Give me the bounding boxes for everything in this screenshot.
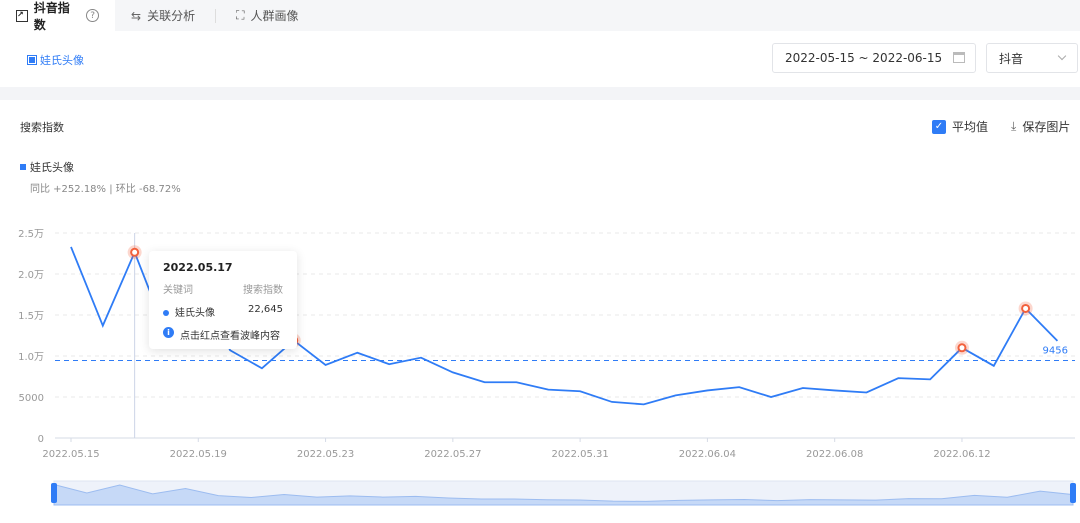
- y-tick-label: 0: [38, 434, 44, 445]
- x-tick-label: 2022.06.12: [933, 449, 990, 460]
- tab-bar: ↗ 抖音指数 ? ⇆ 关联分析 ⛶ 人群画像: [0, 0, 1080, 32]
- save-image-button[interactable]: ⤓ 保存图片: [1011, 118, 1070, 135]
- relation-icon: ⇆: [131, 8, 142, 23]
- series-dot-icon: [163, 310, 169, 316]
- chart-tooltip: 2022.05.17 关键词 搜索指数 娃氏头像 22,645 i 点击红点查看波峰内…: [149, 251, 297, 349]
- data-zoom-preview: [53, 483, 1074, 506]
- average-label: 平均值: [952, 120, 989, 134]
- card-title: 搜索指数: [20, 121, 64, 134]
- peak-marker[interactable]: [957, 343, 967, 353]
- tab-label: 人群画像: [250, 9, 299, 23]
- y-tick-label: 1.5万: [18, 311, 44, 322]
- legend-label: 娃氏头像: [30, 161, 74, 174]
- person-scan-icon: ⛶: [236, 8, 245, 22]
- peak-marker[interactable]: [130, 247, 140, 257]
- legend-swatch: [20, 164, 26, 170]
- data-zoom-handle-right[interactable]: [1070, 483, 1076, 503]
- download-icon: ⤓: [1011, 119, 1017, 133]
- tab-relation-analysis[interactable]: ⇆ 关联分析: [115, 0, 211, 31]
- help-icon[interactable]: ?: [86, 9, 99, 22]
- tab-crowd-portrait[interactable]: ⛶ 人群画像: [220, 0, 314, 31]
- x-tick-label: 2022.06.08: [806, 449, 863, 460]
- average-toggle[interactable]: ✓ 平均值: [932, 118, 988, 135]
- divider: [215, 8, 217, 23]
- x-tick-label: 2022.05.27: [424, 449, 481, 460]
- y-tick-label: 5000: [19, 393, 44, 404]
- tooltip-hint: 点击红点查看波峰内容: [180, 331, 280, 342]
- data-zoom-handle-left[interactable]: [51, 483, 57, 503]
- tooltip-date: 2022.05.17: [163, 261, 233, 274]
- tab-label: 抖音指数: [33, 0, 70, 32]
- tab-douyin-index[interactable]: ↗ 抖音指数 ?: [0, 0, 115, 32]
- y-tick-label: 1.0万: [18, 352, 44, 363]
- tooltip-col-index: 搜索指数: [243, 285, 283, 296]
- x-tick-label: 2022.05.31: [551, 449, 608, 460]
- x-tick-label: 2022.06.04: [679, 449, 736, 460]
- tab-label: 关联分析: [147, 9, 196, 23]
- peak-marker[interactable]: [1021, 303, 1031, 313]
- legend-item[interactable]: 娃氏头像: [20, 159, 74, 175]
- x-tick-label: 2022.05.19: [170, 449, 227, 460]
- keyword-color-icon: [27, 55, 37, 65]
- y-tick-label: 2.5万: [18, 229, 44, 240]
- tooltip-value: 22,645: [248, 304, 283, 315]
- filter-panel: 娃氏头像 2022-05-15 ~ 2022-06-15 抖音: [0, 31, 1080, 87]
- calendar-icon: [953, 52, 965, 63]
- compare-stats: 同比 +252.18% | 环比 -68.72%: [30, 184, 181, 195]
- x-tick-label: 2022.05.23: [297, 449, 354, 460]
- date-range-picker[interactable]: 2022-05-15 ~ 2022-06-15: [772, 43, 976, 73]
- trend-chart-icon: ↗: [16, 9, 28, 22]
- save-image-label: 保存图片: [1022, 120, 1071, 134]
- platform-value: 抖音: [999, 51, 1024, 66]
- date-range-value: 2022-05-15 ~ 2022-06-15: [785, 51, 943, 65]
- average-label: 9456: [1043, 345, 1068, 356]
- platform-select[interactable]: 抖音: [986, 43, 1078, 73]
- checkbox-checked-icon[interactable]: ✓: [932, 119, 946, 134]
- tooltip-keyword: 娃氏头像: [175, 308, 215, 319]
- keyword-tag[interactable]: 娃氏头像: [27, 52, 84, 68]
- x-tick-label: 2022.05.15: [42, 449, 99, 460]
- keyword-label: 娃氏头像: [40, 54, 84, 67]
- tooltip-col-keyword: 关键词: [163, 285, 193, 296]
- y-tick-label: 2.0万: [18, 270, 44, 281]
- series-line: [70, 246, 1059, 406]
- info-icon: i: [163, 327, 174, 338]
